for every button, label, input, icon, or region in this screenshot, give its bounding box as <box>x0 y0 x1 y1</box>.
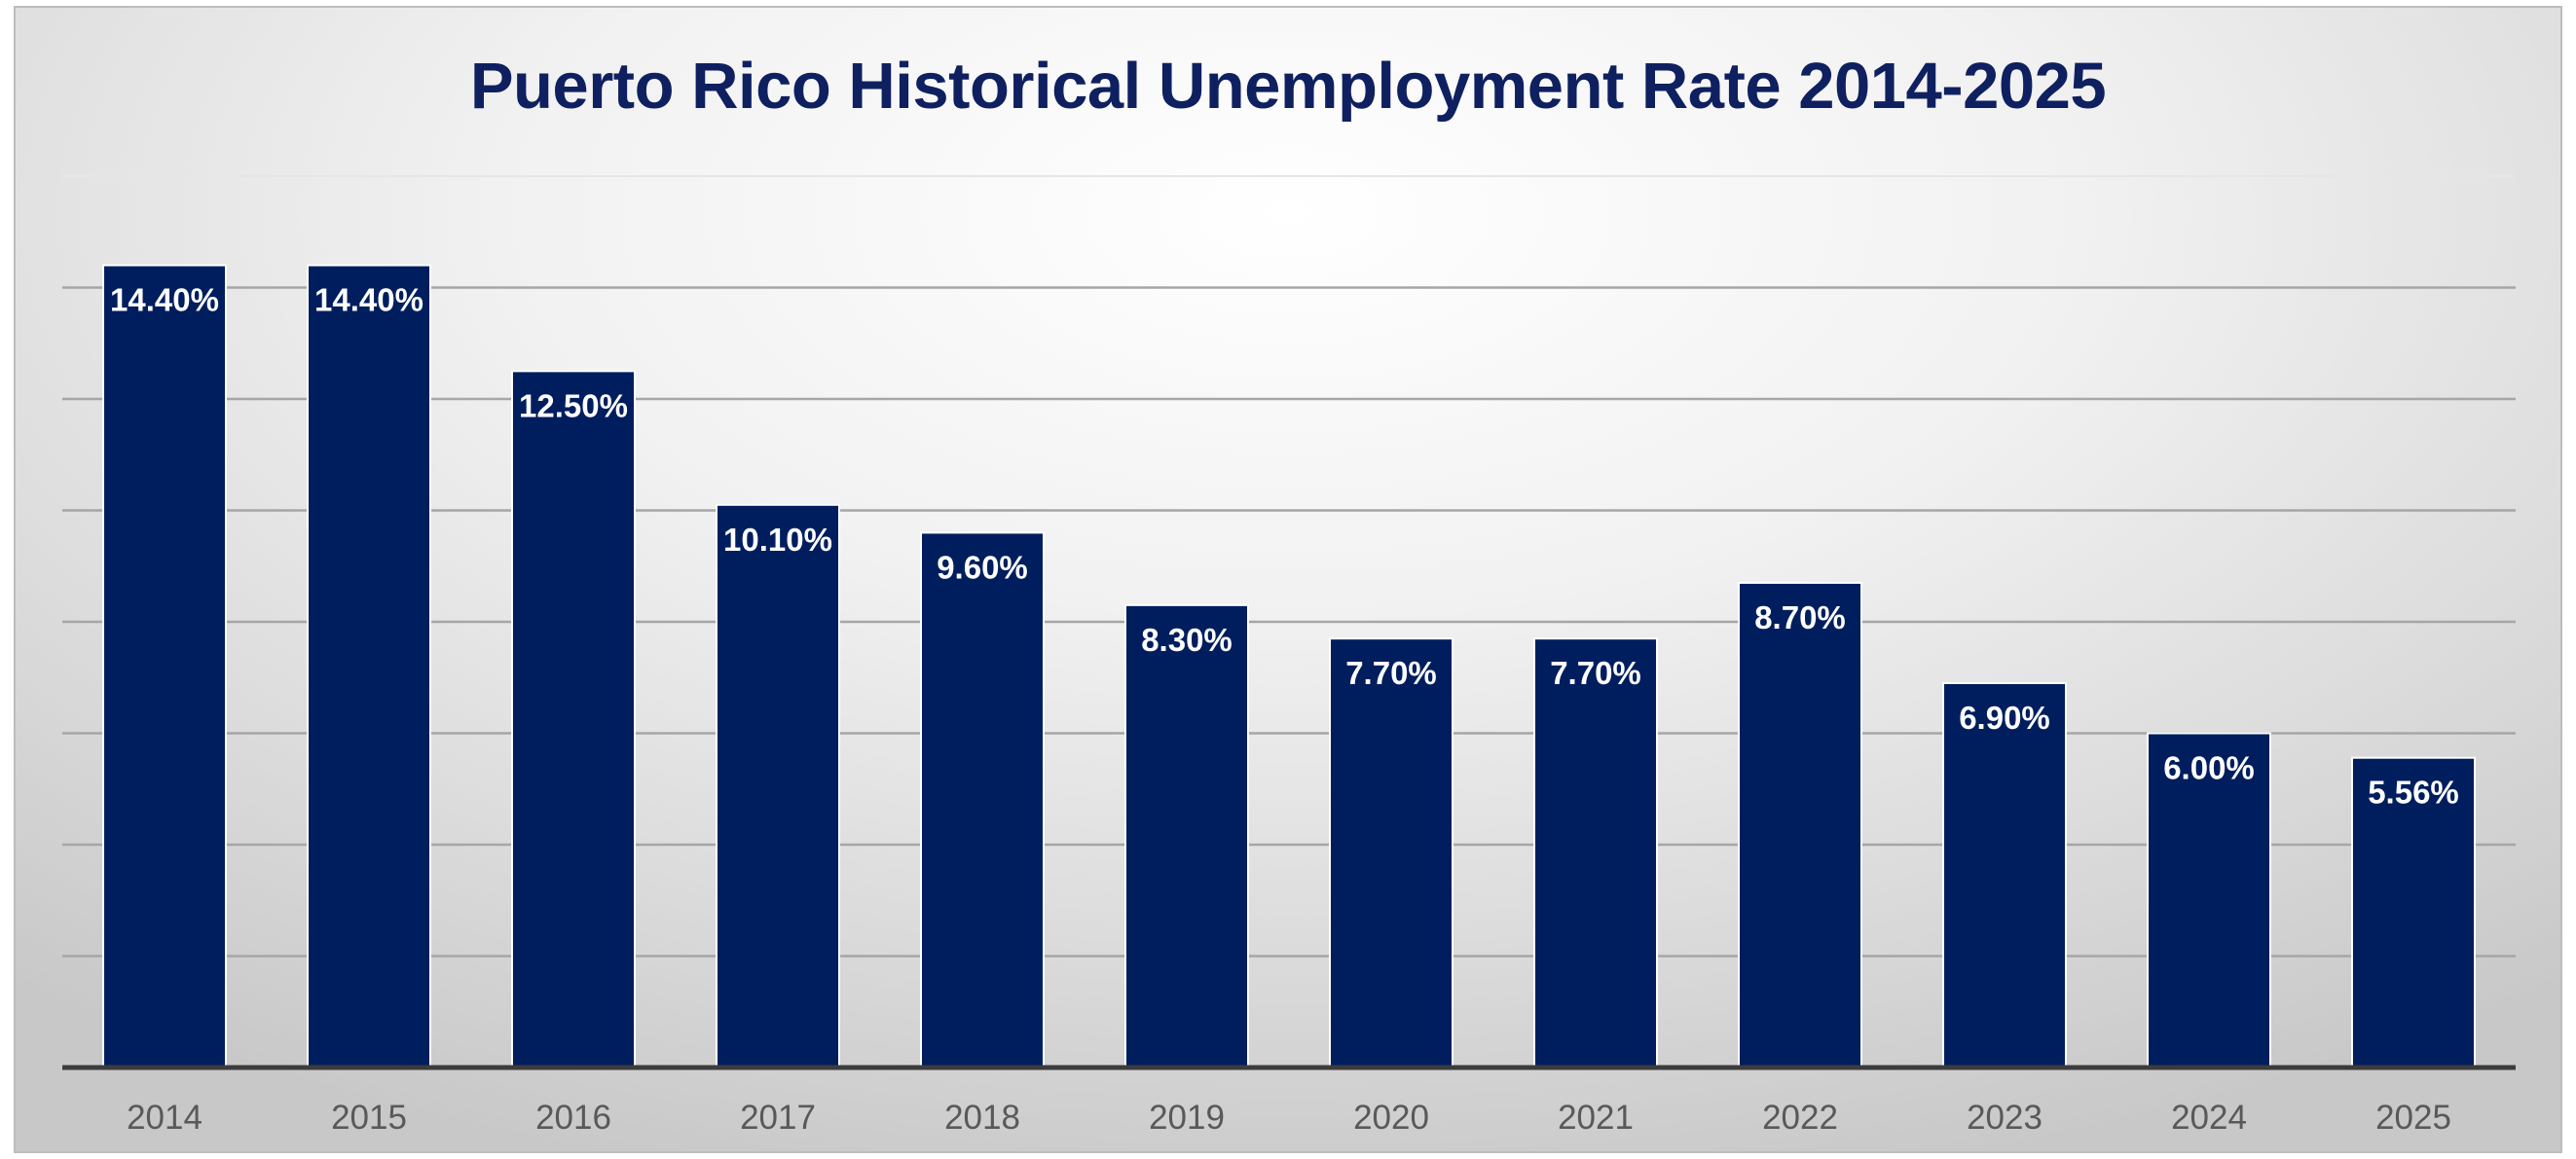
data-labels: 14.40% 14.40% 12.50% 10.10% 9.60% 8.30% 7.70% 7… <box>110 282 2459 811</box>
data-label-2014: 14.40% <box>110 282 219 318</box>
bar-2018 <box>920 531 1045 1068</box>
data-label-2019: 8.30% <box>1141 622 1233 658</box>
bar-2021 <box>1533 637 1658 1068</box>
x-tick-2024: 2024 <box>2171 1099 2247 1137</box>
x-tick-labels: 2014 2015 2016 2017 2018 2019 2020 2021 2022 2023… <box>127 1099 2451 1137</box>
chart-title: Puerto Rico Historical Unemployment Rate… <box>469 50 2107 123</box>
x-tick-2021: 2021 <box>1558 1099 1634 1137</box>
x-tick-2019: 2019 <box>1149 1099 1225 1137</box>
data-label-2016: 12.50% <box>519 387 628 423</box>
chart-frame: Puerto Rico Historical Unemployment Rate… <box>14 6 2562 1153</box>
x-tick-2025: 2025 <box>2375 1099 2451 1137</box>
bar-2020 <box>1329 637 1454 1068</box>
x-tick-2023: 2023 <box>1967 1099 2042 1137</box>
gridlines <box>62 175 2516 958</box>
data-label-2022: 8.70% <box>1754 599 1846 635</box>
bar-2025 <box>2351 756 2476 1068</box>
bar-2016 <box>511 370 636 1068</box>
x-tick-2020: 2020 <box>1353 1099 1429 1137</box>
bar-2015 <box>307 264 431 1069</box>
x-tick-2017: 2017 <box>740 1099 816 1137</box>
bar-2017 <box>716 503 840 1068</box>
data-label-2015: 14.40% <box>314 282 423 318</box>
data-label-2017: 10.10% <box>723 522 832 558</box>
x-tick-2016: 2016 <box>535 1099 611 1137</box>
x-tick-2018: 2018 <box>944 1099 1020 1137</box>
bar-2024 <box>2147 732 2271 1068</box>
bar-2022 <box>1738 581 1862 1068</box>
data-label-2025: 5.56% <box>2368 775 2459 811</box>
data-label-2023: 6.90% <box>1959 700 2050 736</box>
data-label-2024: 6.00% <box>2163 750 2255 786</box>
x-tick-2022: 2022 <box>1762 1099 1838 1137</box>
data-label-2020: 7.70% <box>1345 655 1437 691</box>
data-label-2021: 7.70% <box>1550 655 1641 691</box>
x-tick-2014: 2014 <box>127 1099 202 1137</box>
bars <box>102 264 2476 1069</box>
data-label-2018: 9.60% <box>937 549 1028 585</box>
bar-2019 <box>1124 603 1249 1068</box>
bar-2023 <box>1942 681 2067 1068</box>
chart-plot: 14.40% 14.40% 12.50% 10.10% 9.60% 8.30% 7.70% 7… <box>62 175 2516 1137</box>
x-tick-2015: 2015 <box>331 1099 407 1137</box>
bar-2014 <box>102 264 227 1069</box>
